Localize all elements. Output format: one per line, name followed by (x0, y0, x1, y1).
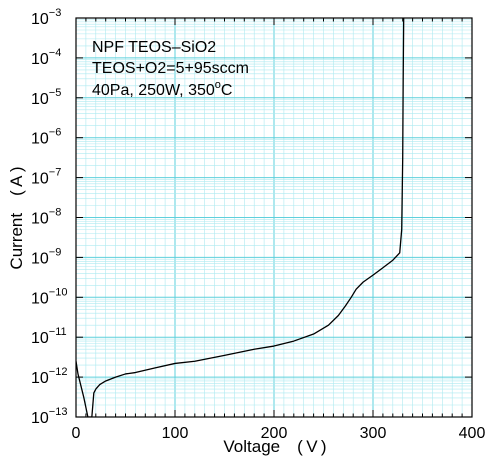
y-tick-labels: 10−13 10−12 10−11 10−10 10−9 10−8 10−7 10−6 10−5… (31, 7, 67, 427)
y-tick-label: 10−9 (31, 246, 61, 267)
x-tick-label: 0 (72, 425, 81, 442)
y-axis-title: Current ( A ) (7, 166, 26, 269)
series-line-1 (76, 18, 405, 417)
y-tick-label: 10−12 (31, 366, 67, 387)
grid (75, 18, 473, 418)
annotation-line-3: 40Pa, 250W, 350oC (92, 79, 232, 99)
y-tick-label: 10−7 (31, 167, 61, 188)
annotation-line-3-sup: o (215, 79, 221, 91)
y-tick-label: 10−3 (31, 7, 61, 28)
annotation-line-1: NPF TEOS–SiO2 (92, 39, 216, 56)
x-tick-label: 400 (459, 425, 486, 442)
x-tick-labels: 0 100 200 300 400 (72, 425, 486, 442)
y-tick-label: 10−6 (31, 127, 61, 148)
series-layer (76, 18, 405, 417)
x-axis-title: Voltage ( V ) (223, 437, 326, 456)
y-tick-label: 10−10 (31, 286, 67, 307)
annotation-line-3-suffix: C (221, 82, 233, 99)
annotation-line-2: TEOS+O2=5+95sccm (92, 60, 249, 77)
y-tick-label: 10−8 (31, 207, 61, 228)
x-tick-label: 200 (261, 425, 288, 442)
annotation-block: NPF TEOS–SiO2 TEOS+O2=5+95sccm 40Pa, 250… (92, 39, 249, 99)
y-tick-label: 10−13 (31, 406, 67, 427)
y-tick-label: 10−4 (31, 47, 61, 68)
annotation-line-3-text: 40Pa, 250W, 350 (92, 82, 215, 99)
x-tick-label: 300 (360, 425, 387, 442)
tick-marks (75, 17, 473, 418)
y-tick-label: 10−5 (31, 87, 61, 108)
x-tick-label: 100 (162, 425, 189, 442)
y-tick-label: 10−11 (31, 326, 67, 347)
